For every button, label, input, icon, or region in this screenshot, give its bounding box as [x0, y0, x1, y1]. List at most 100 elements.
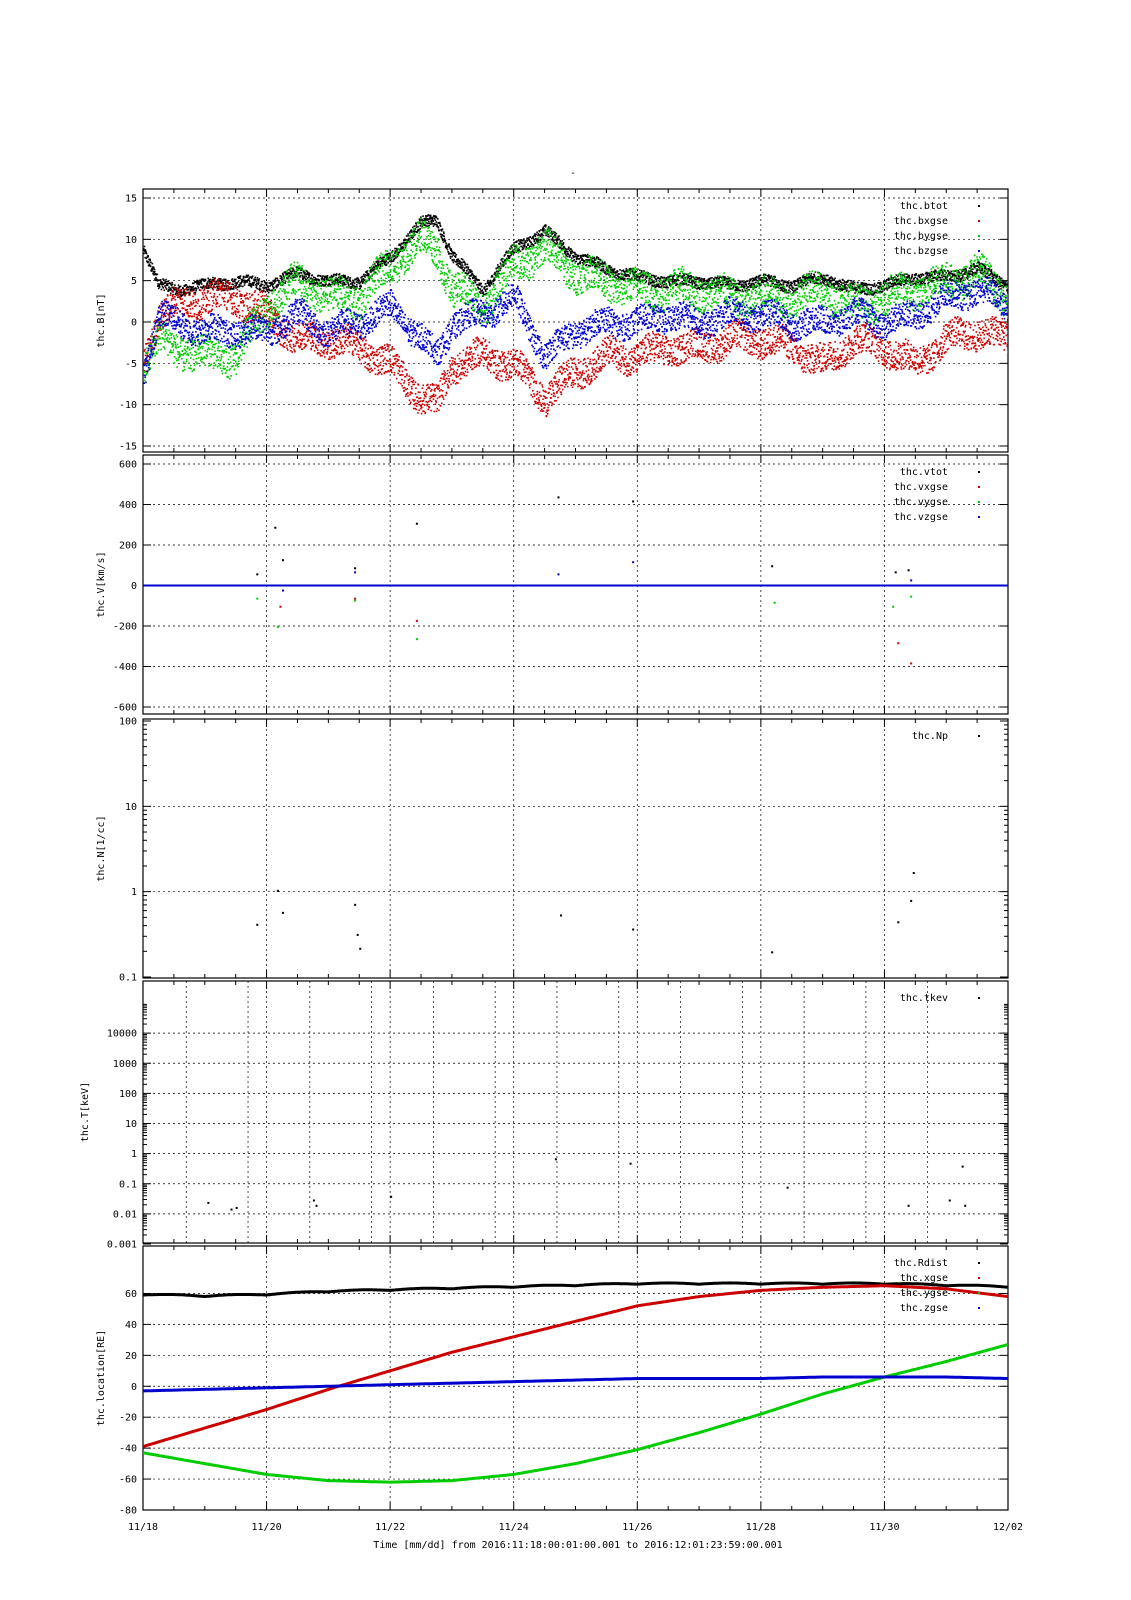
point — [232, 294, 235, 297]
point — [542, 229, 545, 231]
point — [285, 337, 287, 339]
point — [975, 271, 977, 274]
point — [401, 370, 404, 373]
point — [366, 271, 368, 274]
point — [164, 286, 167, 289]
point — [156, 280, 159, 282]
point — [338, 281, 340, 284]
point — [190, 302, 192, 305]
point — [192, 299, 195, 302]
point — [375, 364, 378, 367]
point — [308, 274, 311, 276]
point — [155, 342, 158, 345]
point — [340, 280, 342, 282]
point — [504, 259, 507, 262]
point — [624, 272, 626, 274]
point — [623, 274, 625, 276]
point — [423, 217, 426, 220]
point — [573, 255, 576, 258]
point — [254, 283, 257, 286]
point — [264, 282, 267, 285]
point — [830, 276, 833, 278]
point — [393, 374, 396, 376]
point — [853, 281, 856, 284]
point — [432, 223, 434, 225]
point — [329, 336, 331, 339]
point — [782, 286, 784, 289]
point — [749, 279, 752, 282]
point — [257, 293, 260, 296]
point — [681, 276, 684, 279]
point — [411, 377, 414, 380]
point — [202, 278, 204, 281]
point — [399, 244, 402, 247]
point — [361, 356, 363, 359]
point — [539, 235, 542, 238]
point — [962, 279, 965, 282]
point — [802, 284, 805, 287]
point — [540, 229, 542, 231]
point — [883, 280, 885, 283]
point — [884, 282, 887, 284]
point — [533, 233, 536, 235]
y-tick-label: -10 — [119, 400, 137, 411]
point — [460, 257, 463, 260]
point — [792, 287, 795, 289]
point — [384, 260, 386, 263]
point — [568, 249, 571, 252]
point — [157, 287, 160, 290]
point — [353, 282, 356, 285]
point — [1006, 284, 1008, 287]
point — [822, 277, 825, 280]
point — [429, 217, 431, 220]
point — [276, 286, 278, 288]
point — [268, 282, 271, 284]
point — [310, 277, 312, 279]
point — [510, 245, 512, 248]
point — [769, 276, 772, 279]
point — [613, 268, 616, 270]
point — [980, 262, 982, 265]
point — [196, 279, 199, 282]
point — [863, 282, 865, 285]
point — [534, 235, 537, 238]
point — [241, 293, 243, 296]
point — [439, 405, 442, 407]
point — [721, 279, 724, 282]
point — [587, 259, 590, 261]
point — [185, 288, 187, 291]
point — [186, 285, 189, 288]
point — [166, 294, 169, 296]
point — [858, 286, 861, 288]
point — [589, 265, 592, 267]
point — [312, 344, 315, 347]
point — [696, 278, 699, 280]
point — [605, 273, 608, 276]
point — [509, 248, 512, 250]
point — [671, 280, 673, 283]
point — [304, 333, 306, 335]
point — [360, 276, 362, 279]
point — [316, 335, 319, 337]
point — [924, 278, 926, 281]
point — [965, 269, 968, 272]
point — [324, 345, 326, 347]
point — [242, 302, 244, 304]
point — [879, 285, 881, 288]
point — [323, 278, 325, 281]
point — [396, 255, 399, 258]
point — [294, 350, 296, 353]
point — [257, 279, 259, 281]
point — [308, 333, 311, 336]
point — [488, 283, 491, 286]
point — [577, 254, 580, 257]
point — [259, 285, 262, 288]
point — [921, 280, 923, 283]
point — [194, 293, 197, 295]
point — [275, 280, 277, 282]
point — [155, 273, 157, 276]
point — [149, 342, 152, 344]
point — [383, 263, 386, 266]
point — [225, 285, 228, 288]
point — [359, 359, 361, 361]
